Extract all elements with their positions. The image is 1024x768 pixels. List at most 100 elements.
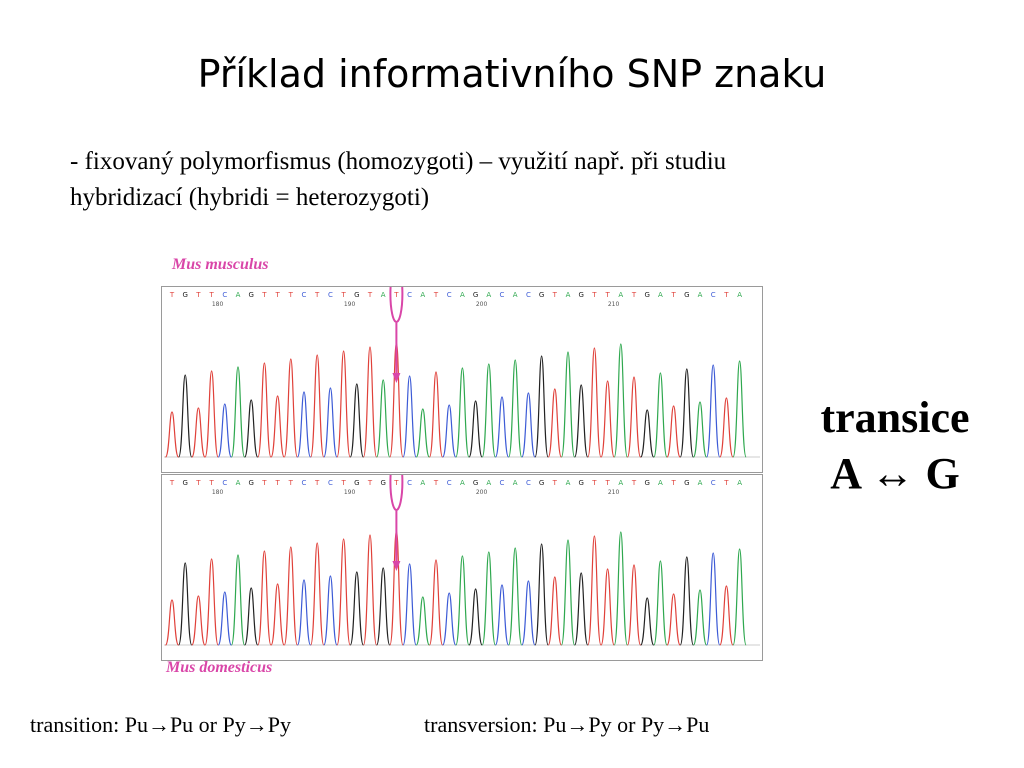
chrom-bottom-peak-43 <box>732 548 747 646</box>
chrom-top-base-0: T <box>169 291 175 299</box>
chrom-bottom-base-16: G <box>380 479 385 487</box>
chrom-top-peak-19 <box>415 408 430 458</box>
chrom-top-peak-39 <box>679 368 694 458</box>
chrom-bottom-position-marker-180: 180 <box>212 489 224 496</box>
chrom-top-base-16: A <box>381 291 386 299</box>
chrom-bottom-peak-42 <box>719 585 734 646</box>
chrom-top-peak-34 <box>613 343 628 458</box>
chrom-bottom-base-6: G <box>248 479 253 487</box>
chrom-bottom-peak-30 <box>560 539 576 646</box>
chrom-bottom-base-42: T <box>723 479 729 487</box>
chrom-bottom-peak-36 <box>640 597 655 646</box>
chrom-bottom-peak-19 <box>415 596 430 646</box>
chrom-bottom-peak-21 <box>442 592 457 646</box>
chrom-bottom-base-4: C <box>222 479 227 487</box>
chrom-bottom-base-9: T <box>288 479 294 487</box>
chrom-bottom-peak-16 <box>376 567 391 646</box>
chrom-bottom-base-0: T <box>169 479 175 487</box>
transition-label: transice <box>820 393 970 442</box>
chrom-top-base-38: T <box>670 291 676 299</box>
transition-definition: transition: Pu→Pu or Py→Py <box>30 712 291 737</box>
chrom-top-position-marker-200: 200 <box>476 301 488 308</box>
chrom-bottom-base-29: T <box>552 479 558 487</box>
chrom-top-base-7: T <box>261 291 267 299</box>
chrom-top-base-41: C <box>711 291 716 299</box>
chrom-bottom-base-28: G <box>539 479 544 487</box>
chrom-top-peak-13 <box>336 350 351 458</box>
chrom-bottom-snp-highlight <box>389 475 404 511</box>
chrom-bottom-peak-6 <box>244 587 259 646</box>
chrom-top-base-21: C <box>447 291 452 299</box>
chrom-top-peak-28 <box>534 355 549 458</box>
chrom-top-peak-10 <box>296 391 312 458</box>
chrom-top-base-1: G <box>182 291 187 299</box>
chrom-top-peak-42 <box>719 397 734 458</box>
chrom-bottom-peak-25 <box>494 584 510 646</box>
chrom-top-peak-8 <box>270 395 285 458</box>
chrom-bottom-peak-28 <box>534 543 549 646</box>
chrom-bottom-peak-8 <box>270 583 285 646</box>
chrom-bottom-peak-10 <box>296 579 312 646</box>
chrom-top-base-30: A <box>566 291 571 299</box>
chrom-bottom-base-40: A <box>698 479 703 487</box>
chrom-top-peak-30 <box>560 351 576 458</box>
chrom-bottom-position-marker-200: 200 <box>476 489 488 496</box>
chrom-top-base-40: A <box>698 291 703 299</box>
bullet-line-1: - fixovaný polymorfismus (homozygoti) – … <box>70 148 727 175</box>
chrom-bottom-base-25: C <box>500 479 505 487</box>
chrom-bottom-base-19: A <box>420 479 425 487</box>
chrom-bottom-peak-9 <box>283 546 298 646</box>
chrom-top-base-27: C <box>526 291 531 299</box>
chrom-top-base-12: C <box>328 291 333 299</box>
chrom-bottom-peak-5 <box>230 554 246 646</box>
base-change-label: A ↔ G <box>830 449 960 498</box>
chrom-top-base-20: T <box>433 291 439 299</box>
chrom-bottom-peak-23 <box>468 588 483 646</box>
chrom-top-peak-3 <box>204 370 219 458</box>
chrom-bottom-peak-14 <box>349 571 364 646</box>
chrom-bottom-peak-12 <box>323 575 338 646</box>
chrom-top-peak-16 <box>376 379 391 458</box>
chrom-top-base-10: C <box>302 291 307 299</box>
chrom-bottom-peak-32 <box>587 535 602 646</box>
chrom-bottom-base-11: T <box>314 479 320 487</box>
bullet-line-2: hybridizací (hybridi = heterozygoti) <box>70 184 430 211</box>
chrom-bottom-base-7: T <box>261 479 267 487</box>
chrom-top-base-33: T <box>604 291 610 299</box>
chrom-top-base-28: G <box>539 291 544 299</box>
chrom-top-peak-18 <box>402 375 417 458</box>
chrom-bottom-position-marker-210: 210 <box>608 489 620 496</box>
chrom-bottom-peak-20 <box>428 559 444 646</box>
chrom-bottom-base-39: G <box>684 479 689 487</box>
chrom-top-base-2: T <box>195 291 201 299</box>
chrom-top-position-marker-180: 180 <box>212 301 224 308</box>
chrom-top-peak-21 <box>442 404 457 458</box>
chrom-bottom-base-23: G <box>473 479 478 487</box>
chrom-bottom-peak-22 <box>455 555 470 646</box>
chrom-bottom-peak-15 <box>362 534 378 646</box>
chrom-top-peak-20 <box>428 371 444 458</box>
chrom-bottom-peak-38 <box>666 593 681 646</box>
chrom-bottom-base-20: T <box>433 479 439 487</box>
chrom-bottom-base-17: T <box>393 479 399 487</box>
chrom-top-base-42: T <box>723 291 729 299</box>
chrom-top-peak-15 <box>362 346 378 458</box>
chrom-bottom-base-27: C <box>526 479 531 487</box>
chrom-bottom-base-30: A <box>566 479 571 487</box>
chrom-top-peak-0 <box>164 411 180 458</box>
chrom-bottom-base-35: T <box>631 479 637 487</box>
chrom-bottom-peak-1 <box>178 562 193 646</box>
chrom-bottom-peak-39 <box>679 556 694 646</box>
chrom-bottom-position-marker-190: 190 <box>344 489 356 496</box>
chrom-top-peak-35 <box>626 376 642 458</box>
chrom-top-base-11: T <box>314 291 320 299</box>
chrom-bottom-base-37: A <box>658 479 663 487</box>
chrom-top-base-43: A <box>737 291 742 299</box>
chrom-bottom-base-22: A <box>460 479 465 487</box>
chrom-bottom-peak-40 <box>692 589 708 646</box>
chrom-bottom-base-12: C <box>328 479 333 487</box>
chrom-bottom-snp-arrow-head <box>392 561 401 571</box>
chrom-top-peak-41 <box>706 364 721 458</box>
